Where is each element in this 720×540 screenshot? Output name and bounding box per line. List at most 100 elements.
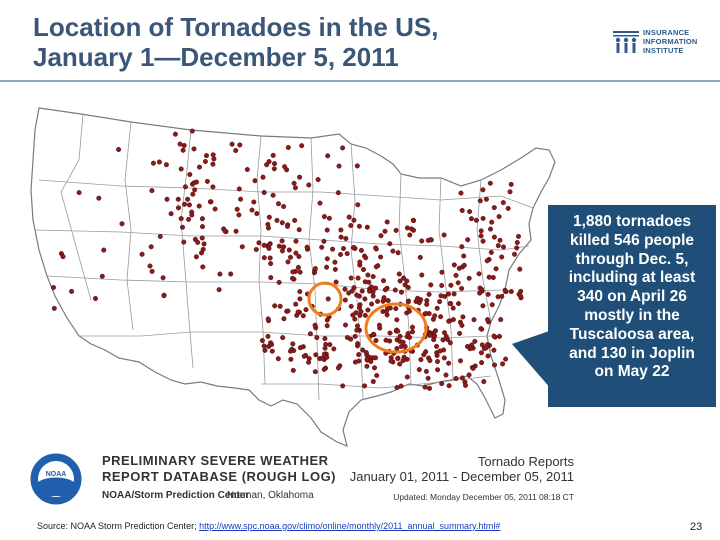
tornado-report-dot (471, 317, 477, 323)
tornado-report-dot (189, 128, 195, 134)
tornado-report-dot (479, 360, 485, 366)
tornado-report-dot (276, 279, 282, 285)
tornado-report-dot (490, 274, 496, 280)
tornado-report-dot (383, 337, 389, 343)
tornado-report-dot (149, 188, 155, 194)
tornado-report-dot (300, 313, 306, 319)
tornado-report-dot (253, 246, 259, 252)
tornado-report-dot (156, 159, 162, 165)
source-link[interactable]: http://www.spc.noaa.gov/climo/online/mon… (199, 521, 501, 531)
tornado-report-dot (390, 248, 396, 254)
tornado-report-dot (335, 365, 341, 371)
tornado-report-dot (373, 264, 379, 270)
tornado-report-dot (480, 303, 486, 309)
tornado-report-dot (312, 322, 318, 328)
spc-legend-panel: NOAA PRELIMINARY SEVERE WEATHER REPORT D… (22, 448, 578, 510)
tornado-report-dot (467, 209, 473, 215)
tornado-report-dot (459, 285, 465, 291)
tornado-report-dot (447, 340, 453, 346)
tornado-report-dot (293, 250, 299, 256)
tornado-report-dot (496, 214, 502, 220)
tornado-report-dot (236, 212, 242, 218)
tornado-report-dot (425, 375, 431, 381)
tornado-report-dot (216, 287, 222, 293)
tornado-report-dot (362, 312, 368, 318)
tornado-report-dot (355, 323, 361, 329)
tornado-report-dot (275, 201, 281, 207)
tornado-report-dot (199, 235, 205, 241)
tornado-report-dot (181, 239, 187, 245)
tornado-report-dot (297, 174, 303, 180)
tornado-report-dot (279, 220, 285, 226)
tornado-report-dot (456, 265, 462, 271)
tornado-report-dot (368, 284, 374, 290)
tornado-report-dot (293, 238, 299, 244)
tornado-report-dot (191, 146, 197, 152)
tornado-report-dot (185, 196, 191, 202)
tornado-report-dot (433, 328, 439, 334)
callout-line: 340 on April 26 (577, 288, 687, 306)
tornado-report-dot (355, 202, 361, 208)
tornado-report-dot (438, 314, 444, 320)
tornado-report-dot (404, 225, 410, 231)
tornado-report-dot (451, 262, 457, 268)
tornado-report-dot (251, 199, 257, 205)
tornado-report-dot (503, 356, 509, 362)
tornado-report-dot (350, 312, 356, 318)
tornado-report-dot (451, 291, 457, 297)
tornado-report-dot (455, 280, 461, 286)
tornado-report-dot (324, 317, 330, 323)
tornado-dots (51, 128, 524, 391)
tornado-report-dot (373, 337, 379, 343)
tornado-report-dot (288, 356, 294, 362)
tornado-report-dot (491, 333, 497, 339)
tornado-report-dot (507, 189, 513, 195)
tornado-report-dot (362, 383, 368, 389)
tornado-report-dot (373, 246, 379, 252)
tornado-report-dot (499, 254, 505, 260)
tornado-report-dot (237, 142, 243, 148)
tornado-report-dot (491, 234, 497, 240)
tornado-report-dot (435, 359, 441, 365)
tornado-report-dot (415, 297, 421, 303)
tornado-report-dot (460, 314, 466, 320)
tornado-report-dot (394, 317, 400, 323)
tornado-report-dot (435, 367, 441, 373)
tornado-report-dot (370, 379, 376, 385)
tornado-report-dot (483, 345, 489, 351)
tornado-report-dot (313, 352, 319, 358)
tornado-report-dot (315, 177, 321, 183)
tornado-report-dot (480, 187, 486, 193)
tornado-report-dot (296, 227, 302, 233)
callout-line: and 130 in Joplin (569, 344, 695, 362)
tornado-report-dot (405, 284, 411, 290)
tornado-report-dot (303, 307, 309, 313)
tornado-report-dot (374, 373, 380, 379)
tornado-map (21, 100, 576, 512)
callout-line: 1,880 tornadoes (572, 213, 692, 230)
tornado-report-dot (274, 217, 280, 223)
tornado-report-dot (443, 372, 449, 378)
tornado-report-dot (424, 301, 430, 307)
tornado-report-dot (326, 215, 332, 221)
tornado-report-dot (397, 333, 403, 339)
tornado-report-dot (181, 201, 187, 207)
tornado-report-dot (457, 330, 463, 336)
tornado-report-dot (441, 232, 447, 238)
tornado-report-dot (288, 348, 294, 354)
tornado-report-dot (217, 271, 223, 277)
tornado-report-dot (398, 383, 404, 389)
tornado-report-dot (270, 152, 276, 158)
tornado-report-dot (497, 333, 503, 339)
tornado-report-dot (338, 227, 344, 233)
tornado-report-dot (157, 233, 163, 239)
joplin-highlight-circle (307, 281, 343, 317)
tornado-report-dot (96, 195, 102, 201)
tornado-report-dot (275, 356, 281, 362)
tornado-report-dot (477, 198, 483, 204)
tornado-report-dot (285, 145, 291, 151)
tornado-report-dot (499, 293, 505, 299)
legend-location: Norman, Oklahoma (227, 490, 314, 501)
tornado-report-dot (485, 291, 491, 297)
tornado-report-dot (395, 250, 401, 256)
